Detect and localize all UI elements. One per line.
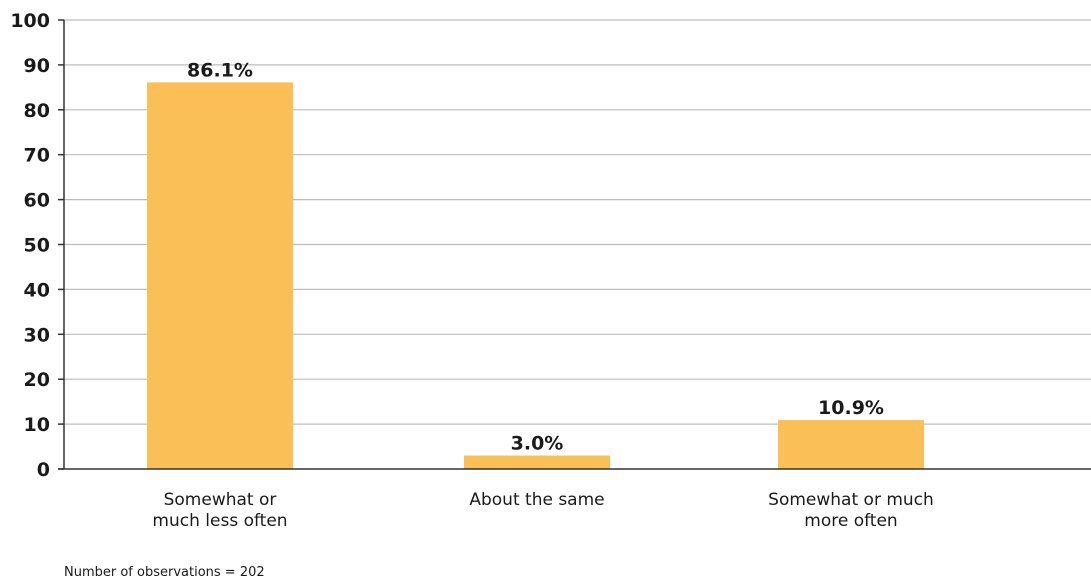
data-label: 10.9%	[818, 397, 884, 419]
data-label: 3.0%	[511, 433, 564, 455]
y-tick-label: 90	[24, 55, 50, 77]
observations-footnote: Number of observations = 202	[64, 565, 265, 580]
y-tick-label: 10	[24, 414, 50, 436]
y-tick-label: 0	[37, 459, 50, 481]
x-tick-label: Somewhat or much more often	[768, 490, 934, 531]
y-tick-label: 50	[24, 235, 50, 257]
y-tick-label: 70	[24, 145, 50, 167]
y-tick-label: 30	[24, 324, 50, 346]
bars	[147, 82, 924, 469]
y-tick-label: 20	[24, 369, 50, 391]
y-tick-label: 80	[24, 100, 50, 122]
x-tick-label: About the same	[469, 490, 604, 510]
data-labels: 86.1% 3.0% 10.9%	[187, 59, 884, 454]
data-label: 86.1%	[187, 59, 253, 81]
y-tick-label: 100	[10, 10, 50, 32]
x-tick-label: Somewhat or much less often	[152, 490, 287, 531]
y-tick-label: 60	[24, 190, 50, 212]
bar	[778, 420, 924, 469]
bar	[147, 82, 293, 469]
bar	[464, 455, 610, 469]
y-axis: 0 10 20 30 40 50 60 70 80 90 100	[10, 10, 65, 481]
x-axis: Somewhat or much less often About the same…	[58, 468, 1091, 531]
y-tick-label: 40	[24, 279, 50, 301]
